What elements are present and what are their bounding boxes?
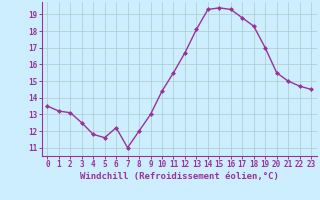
X-axis label: Windchill (Refroidissement éolien,°C): Windchill (Refroidissement éolien,°C)	[80, 172, 279, 181]
